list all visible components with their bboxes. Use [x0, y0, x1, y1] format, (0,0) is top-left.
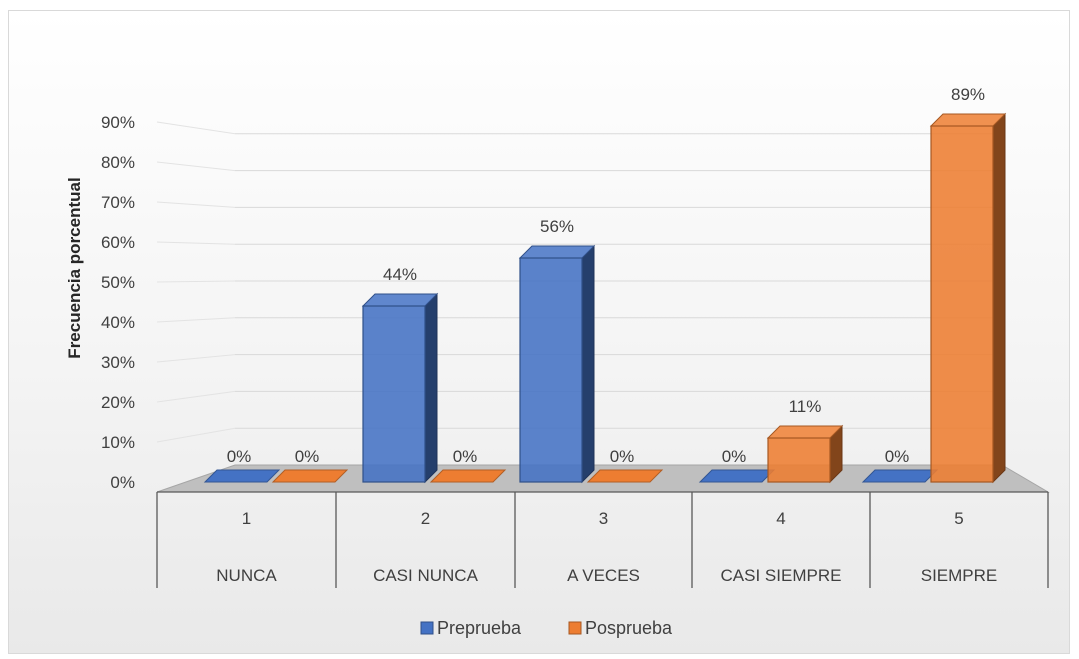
y-tick-label: 40% [101, 313, 135, 332]
category-name-label: A VECES [567, 566, 640, 585]
data-label: 0% [453, 447, 478, 466]
category-number-label: 4 [776, 509, 785, 528]
legend-label-posprueba: Posprueba [585, 618, 673, 638]
gridline-diagonal [156, 317, 236, 323]
legend-label-preprueba: Preprueba [437, 618, 522, 638]
y-tick-label: 60% [101, 233, 135, 252]
bar-preprueba-1 [203, 469, 281, 483]
bar-top-preprueba-3 [518, 245, 596, 259]
category-name-label: NUNCA [216, 566, 277, 585]
y-tick-label: 50% [101, 273, 135, 292]
y-tick-label: 20% [101, 393, 135, 412]
data-label: 0% [885, 447, 910, 466]
y-tick-label: 0% [110, 473, 135, 492]
bar-posprueba-2 [429, 469, 507, 483]
data-label: 0% [722, 447, 747, 466]
category-number-label: 1 [242, 509, 251, 528]
bar-preprueba-2 [362, 305, 426, 483]
bar-top-posprueba-4 [766, 425, 844, 439]
category-name-label: CASI NUNCA [373, 566, 479, 585]
gridline-diagonal [156, 390, 236, 403]
y-axis-title: Frecuencia porcentual [65, 177, 84, 358]
bar-top-posprueba-5 [929, 113, 1007, 127]
bar-preprueba-5 [861, 469, 939, 483]
bar-posprueba-3 [586, 469, 664, 483]
bar-preprueba-4 [698, 469, 776, 483]
bar-side-preprueba-2 [424, 292, 438, 484]
data-label: 89% [951, 85, 985, 104]
legend-swatch-posprueba [568, 621, 582, 635]
data-label: 11% [789, 397, 822, 416]
gridline-diagonal [156, 354, 236, 363]
bar-side-preprueba-3 [581, 244, 595, 484]
data-label: 0% [227, 447, 252, 466]
bar-posprueba-4 [767, 437, 831, 483]
y-tick-label: 80% [101, 153, 135, 172]
category-number-label: 2 [421, 509, 430, 528]
data-label: 56% [540, 217, 574, 236]
y-tick-label: 70% [101, 193, 135, 212]
gridline-diagonal [156, 280, 236, 283]
y-tick-label: 30% [101, 353, 135, 372]
gridline-diagonal [156, 201, 236, 208]
category-number-label: 3 [599, 509, 608, 528]
gridline-diagonal [156, 121, 236, 135]
data-label: 44% [383, 265, 417, 284]
category-name-label: CASI SIEMPRE [721, 566, 842, 585]
bar-side-posprueba-5 [992, 112, 1006, 484]
data-label: 0% [295, 447, 320, 466]
category-number-label: 5 [954, 509, 963, 528]
category-name-label: SIEMPRE [921, 566, 998, 585]
legend-swatch-preprueba [420, 621, 434, 635]
bar-posprueba-5 [930, 125, 994, 483]
gridline-diagonal [156, 427, 236, 443]
bar-posprueba-1 [271, 469, 349, 483]
y-tick-label: 90% [101, 113, 135, 132]
bar-preprueba-3 [519, 257, 583, 483]
gridline-diagonal [156, 161, 236, 172]
gridline-diagonal [156, 241, 236, 245]
bar-top-preprueba-2 [361, 293, 439, 307]
data-label: 0% [610, 447, 635, 466]
y-tick-label: 10% [101, 433, 135, 452]
